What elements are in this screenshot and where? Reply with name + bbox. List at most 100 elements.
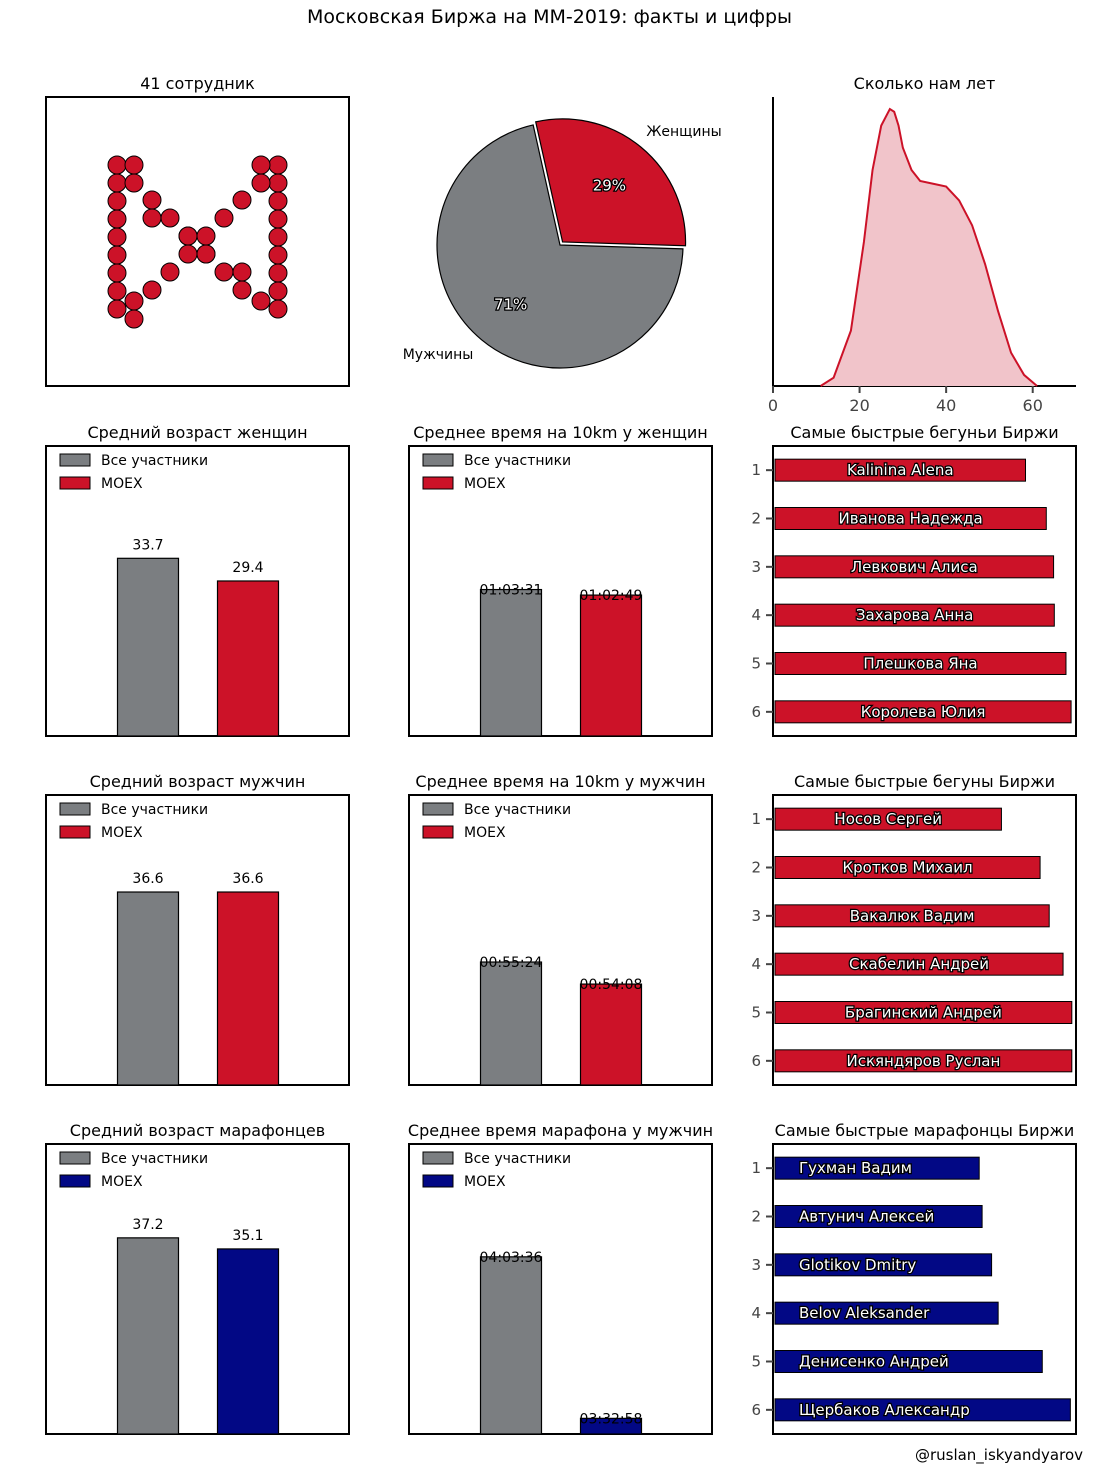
legend-swatch [422,1151,454,1165]
legend-label: Все участники [101,1151,208,1167]
panel-title: Сколько нам лет [854,74,996,93]
employee-marker [142,190,162,210]
employee-marker [268,227,288,247]
employee-marker [268,263,288,283]
bar [774,856,1041,879]
employee-marker [196,226,216,246]
employee-marker [268,209,288,229]
bar-name-label: Королева Юлия [861,703,986,721]
bar-value-label: 37.2 [132,1217,163,1233]
panel-title: 41 сотрудник [140,74,255,93]
employee-marker [124,173,144,193]
panel-frame [772,794,1077,1086]
y-tick-label: 1 [751,461,761,479]
y-tick-label: 5 [751,1004,761,1022]
bar-name-label: Захарова Анна [856,606,973,624]
panel-frame [45,96,350,387]
legend-swatch [422,476,454,490]
panel-title: Среднее время на 10km у мужчин [415,772,705,791]
legend-label: Все участники [101,453,208,469]
panel-fast_women: Самые быстрые бегуньи Биржи 1 Kalinina Ale… [751,423,1077,737]
density-line [820,107,1038,387]
employee-marker [124,155,144,175]
bar [116,891,180,1086]
panel-fast_marathon: Самые быстрые марафонцы Биржи 1 Гухман Вад… [751,1121,1077,1435]
panel-frame [408,1143,713,1435]
pie-slice-label: Женщины [646,124,721,140]
employee-marker [251,155,271,175]
bar [579,983,643,1086]
bar [774,952,1064,976]
employee-marker [214,208,234,228]
bar [216,580,280,737]
panel-frame [408,794,713,1086]
legend-swatch [59,1151,91,1165]
employee-marker [160,262,180,282]
legend-label: MOEX [464,476,506,492]
employee-marker [107,263,127,283]
employee-marker [107,155,127,175]
y-tick-label: 4 [751,955,761,973]
bar-name-label: Искяндяров Руслан [846,1052,1000,1070]
bar-name-label: Вакалюк Вадим [850,907,975,925]
bar-value-label: 36.6 [132,871,163,887]
employee-marker [268,299,288,319]
x-tick-label: 60 [1023,396,1043,415]
bar [774,904,1050,928]
legend-swatch [422,802,454,816]
employee-marker [214,262,234,282]
pie-pct-label: 71% [494,296,527,314]
employee-marker [124,309,144,329]
pie-slice [436,124,684,369]
bar-value-label: 04:03:36 [480,1250,543,1266]
y-tick-label: 6 [751,703,761,721]
y-tick-label: 3 [751,907,761,925]
employee-marker [107,227,127,247]
bar-value-label: 03:32:58 [580,1411,643,1427]
employee-marker [160,208,180,228]
bar [774,700,1072,724]
bar [479,588,543,737]
bar [579,594,643,737]
x-tick-label: 20 [849,396,869,415]
employee-marker [107,191,127,211]
bar-name-label: Belov Aleksander [799,1304,930,1322]
y-tick-label: 2 [751,510,761,528]
legend-label: MOEX [464,825,506,841]
panel-frame [45,445,350,737]
panel-frame [45,794,350,1086]
bar [774,603,1055,627]
legend-label: MOEX [101,1174,143,1190]
employee-marker [268,245,288,265]
legend-label: MOEX [464,1174,506,1190]
legend-swatch [59,825,91,839]
bar-name-label: Носов Сергей [834,810,942,828]
employee-marker [107,245,127,265]
bar [116,557,180,737]
credit: @ruslan_iskyandyarov [914,1446,1083,1464]
bar-value-label: 01:02:49 [580,588,643,604]
y-tick-label: 5 [751,655,761,673]
employee-marker [178,226,198,246]
employee-marker [178,244,198,264]
bar-value-label: 01:03:31 [480,583,543,599]
bar-name-label: Иванова Надежда [839,510,983,528]
y-tick-label: 1 [751,810,761,828]
legend-swatch [422,453,454,467]
employee-marker [232,190,252,210]
bar-name-label: Кротков Михаил [843,859,973,877]
y-tick-label: 6 [751,1401,761,1419]
panel-title: Среднее время марафона у мужчин [408,1121,713,1140]
bar-name-label: Автунич Алексей [799,1208,934,1226]
legend-label: Все участники [464,453,571,469]
panel-title: Самые быстрые бегуньи Биржи [790,423,1058,442]
panel-age_men: Средний возраст мужчин 36.6 36.6 Все участн… [45,772,350,1086]
panel-time10_men: Среднее время на 10km у мужчин 00:55:24 00… [408,772,713,1086]
pie-slice-label: Мужчины [403,347,474,363]
x-tick-label: 40 [936,396,956,415]
y-tick-label: 1 [751,1159,761,1177]
employee-marker [107,173,127,193]
legend-label: MOEX [101,476,143,492]
bar-value-label: 00:54:08 [580,977,643,993]
employee-marker [251,173,271,193]
